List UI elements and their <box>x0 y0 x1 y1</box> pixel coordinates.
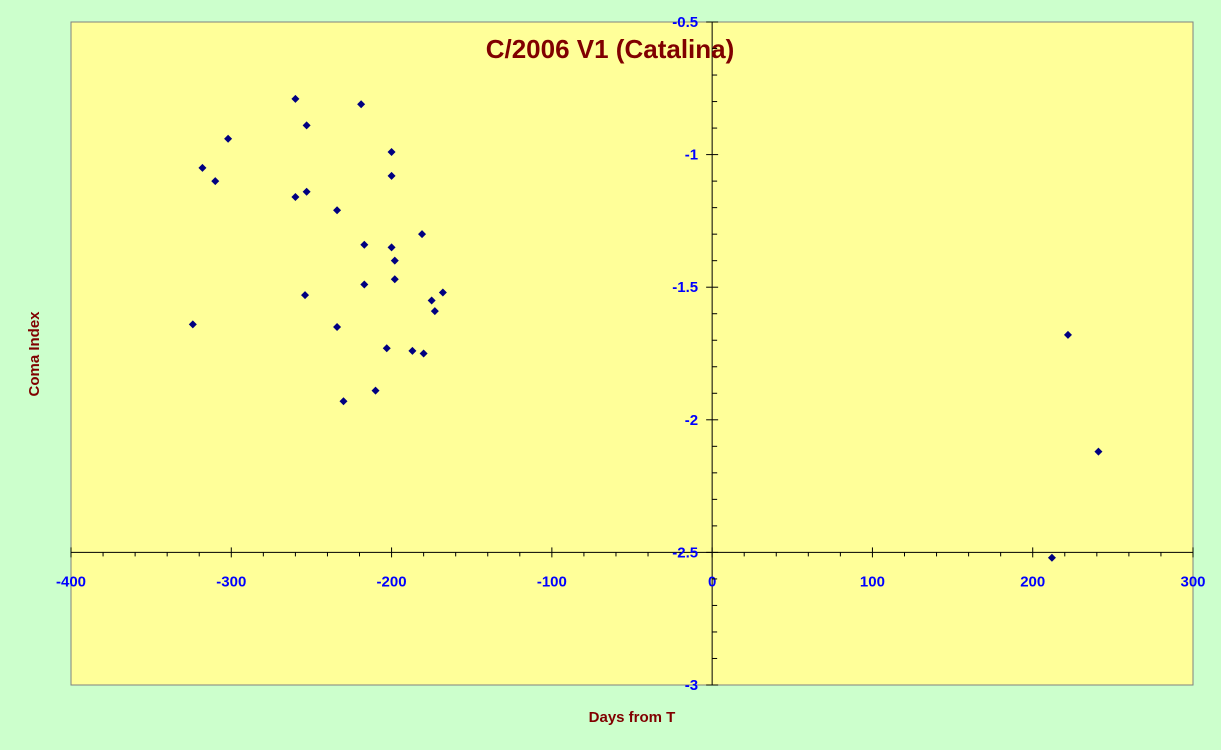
data-point <box>427 296 436 305</box>
x-tick-label: -300 <box>216 573 246 590</box>
data-point <box>430 307 439 316</box>
data-point <box>360 280 369 289</box>
data-point <box>387 243 396 252</box>
data-point <box>333 206 342 215</box>
plot-area <box>70 21 1194 686</box>
data-point <box>211 177 220 186</box>
data-point <box>188 320 197 329</box>
y-tick-label: -2 <box>685 412 698 429</box>
data-point <box>198 163 207 172</box>
data-point <box>419 349 428 358</box>
data-point <box>390 275 399 284</box>
y-tick-label: -3 <box>685 677 698 694</box>
data-point <box>1063 330 1072 339</box>
y-axis-title: Coma Index <box>26 311 43 397</box>
x-tick-label: 0 <box>708 573 716 590</box>
x-tick-label: 300 <box>1180 573 1205 590</box>
data-point <box>224 134 233 143</box>
data-point <box>418 230 427 239</box>
data-point <box>438 288 447 297</box>
x-tick-label: -100 <box>537 573 567 590</box>
y-tick-label: -2.5 <box>672 544 698 561</box>
x-tick-label: 100 <box>860 573 885 590</box>
x-tick-label: 200 <box>1020 573 1045 590</box>
data-point <box>302 187 311 196</box>
data-point <box>301 291 310 300</box>
x-axis-title: Days from T <box>589 709 676 726</box>
data-point <box>291 193 300 202</box>
data-point <box>357 100 366 109</box>
axes: -400 -300 -200 -100 0 100 200 300 -3 -2.5 -2 -1.5 -1… <box>56 14 1206 694</box>
data-point <box>360 240 369 249</box>
x-tick-label: -400 <box>56 573 86 590</box>
data-point <box>390 256 399 265</box>
y-tick-label: -1 <box>685 147 698 164</box>
data-point <box>339 397 348 406</box>
data-point <box>371 386 380 395</box>
x-tick-label: -200 <box>377 573 407 590</box>
data-point <box>382 344 391 353</box>
y-tick-label: -0.5 <box>672 14 698 31</box>
data-point <box>387 147 396 156</box>
data-point <box>1094 447 1103 456</box>
data-point <box>333 322 342 331</box>
data-point <box>302 121 311 130</box>
data-point <box>291 94 300 103</box>
data-point <box>1047 553 1056 562</box>
y-tick-label: -1.5 <box>672 279 698 296</box>
data-point <box>408 346 417 355</box>
chart-title: C/2006 V1 (Catalina) <box>486 34 735 64</box>
data-point <box>387 171 396 180</box>
data-points <box>188 94 1103 562</box>
